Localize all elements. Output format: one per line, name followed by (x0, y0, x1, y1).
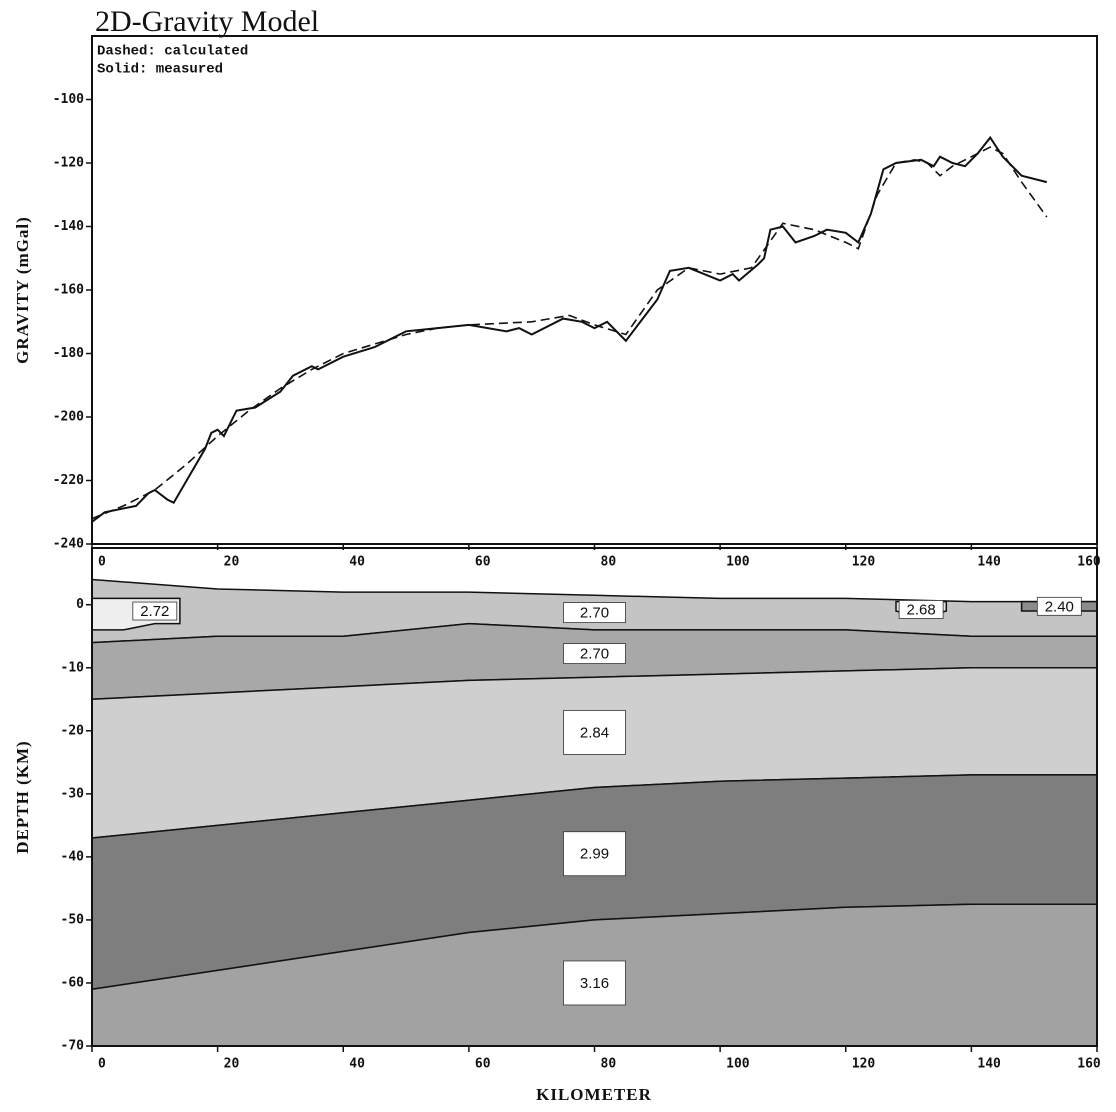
x-tick-label: 160 (1077, 555, 1101, 570)
y-axis-label: GRAVITY (mGal) (13, 216, 32, 364)
y-tick-label: -60 (61, 975, 85, 990)
data-line (91, 146, 1048, 520)
x-tick-label: 140 (977, 555, 1001, 570)
label-box (563, 831, 626, 877)
label-box (563, 643, 626, 664)
x-tick-label: 60 (475, 555, 491, 570)
y-tick-label: -220 (53, 473, 84, 488)
y-tick-label: -20 (61, 723, 85, 738)
y-tick-label: -200 (53, 410, 84, 425)
y-tick-label: -10 (61, 660, 85, 675)
x-tick-label: 60 (475, 1057, 491, 1072)
x-tick-label: 100 (726, 1057, 750, 1072)
y-axis-label: DEPTH (KM) (13, 740, 32, 853)
x-tick-label: 100 (726, 555, 750, 570)
x-tick-label: 20 (224, 555, 240, 570)
x-tick-label: 140 (977, 1057, 1001, 1072)
density-label: 2.70 (580, 646, 609, 663)
chart-title: 2D-Gravity Model (95, 5, 319, 38)
x-tick-label: 0 (98, 1057, 106, 1072)
density-label: 2.68 (907, 601, 936, 618)
y-tick-label: -140 (53, 219, 84, 234)
y-tick-label: -240 (53, 537, 84, 552)
density-label: 2.70 (580, 605, 609, 622)
x-tick-label: 120 (852, 1057, 876, 1072)
legend-entry: Solid: measured (97, 62, 223, 78)
y-tick-label: -160 (53, 283, 84, 298)
y-tick-label: -100 (53, 92, 84, 107)
x-tick-label: 40 (349, 1057, 365, 1072)
x-tick-label: 160 (1077, 1057, 1101, 1072)
data-line (91, 135, 1048, 523)
x-tick-label: 40 (349, 555, 365, 570)
y-tick-label: -50 (61, 912, 85, 927)
density-label: 2.84 (580, 724, 609, 741)
y-tick-label: -120 (53, 156, 84, 171)
x-tick-label: 120 (852, 555, 876, 570)
density-label: 2.40 (1045, 598, 1074, 615)
legend-entry: Dashed: calculated (97, 44, 248, 60)
plot-frame (91, 35, 1098, 545)
x-axis-label: KILOMETER (536, 1085, 652, 1104)
x-tick-label: 80 (601, 555, 617, 570)
label-box (563, 960, 626, 1006)
y-tick-label: -30 (61, 786, 85, 801)
label-box (898, 600, 944, 619)
label-box (563, 602, 626, 624)
x-tick-label: 20 (224, 1057, 240, 1072)
y-tick-label: 0 (76, 597, 84, 612)
label-box (132, 601, 178, 621)
density-label: 3.16 (580, 975, 609, 992)
label-box (563, 709, 626, 755)
y-tick-label: -180 (53, 346, 84, 361)
x-tick-label: 0 (98, 555, 106, 570)
density-label: 2.99 (580, 846, 609, 863)
y-tick-label: -40 (61, 849, 85, 864)
label-box (1036, 596, 1082, 616)
y-tick-label: -70 (61, 1039, 85, 1054)
density-label: 2.72 (140, 603, 169, 620)
x-tick-label: 80 (601, 1057, 617, 1072)
